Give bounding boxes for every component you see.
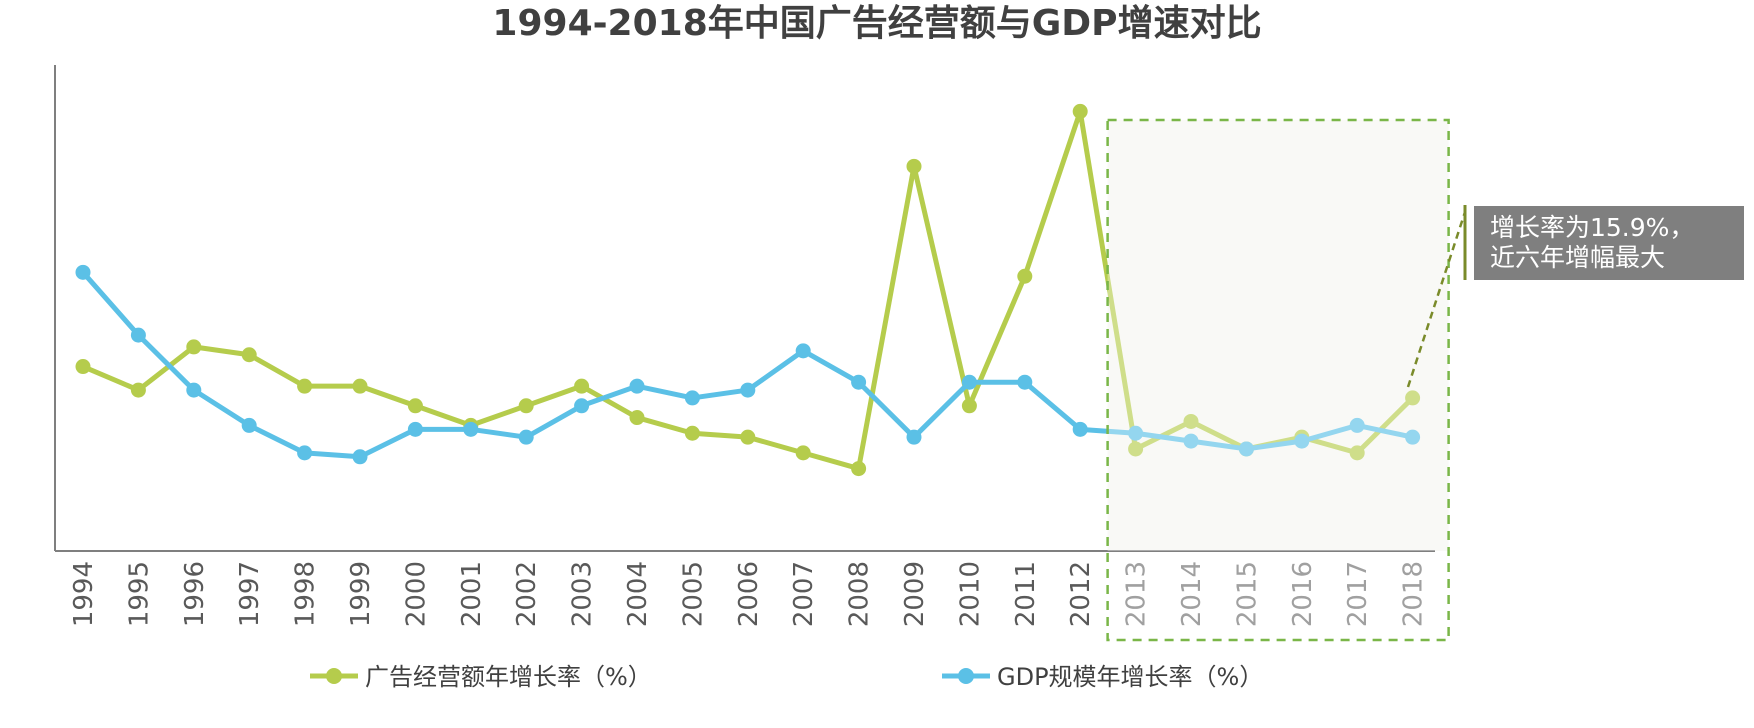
x-tick-label: 2017 [1343,561,1373,627]
x-tick-label: 2008 [845,561,875,627]
data-point [1405,390,1421,406]
data-point [684,425,700,441]
data-point [961,374,977,390]
data-point [1183,433,1199,449]
legend-swatch-marker [326,668,342,684]
data-point [1349,445,1365,461]
x-tick-label: 2015 [1232,561,1262,627]
data-point [518,429,534,445]
data-point [851,461,867,477]
x-tick-label: 2007 [789,561,819,627]
x-tick-label: 2002 [512,561,542,627]
x-tick-label: 1998 [291,561,321,627]
x-tick-label: 2012 [1066,561,1096,627]
data-point [1349,417,1365,433]
data-point [1072,103,1088,119]
x-tick-label: 1996 [180,561,210,627]
highlight-fade [1107,120,1449,551]
annotation-text: 增长率为15.9%， [1490,213,1694,242]
legend-label: GDP规模年增长率（%） [997,663,1263,691]
annotation-leader [1406,211,1467,388]
data-point [906,429,922,445]
legend: 广告经营额年增长率（%） GDP规模年增长率（%） [310,663,1263,691]
data-point [740,382,756,398]
data-point [906,158,922,174]
highlight-region [1107,120,1449,551]
x-tick-label: 2003 [568,561,598,627]
data-point [1017,374,1033,390]
data-point [1294,433,1310,449]
annotation-text: 近六年增幅最大 [1490,243,1665,272]
data-point [629,378,645,394]
data-point [961,398,977,414]
data-point [1183,413,1199,429]
x-tick-label: 2006 [734,561,764,627]
legend-label: 广告经营额年增长率（%） [365,663,652,691]
data-point [186,339,202,355]
x-tick-label: 1994 [69,561,99,627]
x-tick-label: 1999 [346,561,376,627]
data-point [684,390,700,406]
x-tick-label: 2010 [955,561,985,627]
data-point [297,445,313,461]
x-tick-label: 1997 [235,561,265,627]
data-point [352,378,368,394]
data-point [186,382,202,398]
x-tick-label: 2013 [1122,561,1152,627]
data-point [574,398,590,414]
legend-swatch-marker [958,668,974,684]
data-point [352,449,368,465]
data-point [1128,441,1144,457]
data-point [407,398,423,414]
x-tick-label: 2000 [401,561,431,627]
data-point [463,421,479,437]
data-point [795,343,811,359]
data-point [1405,429,1421,445]
data-point [407,421,423,437]
axes [54,65,1435,552]
data-point [740,429,756,445]
x-tick-label: 2004 [623,561,653,627]
x-tick-label: 2014 [1177,561,1207,627]
data-point [795,445,811,461]
data-point [130,327,146,343]
x-tick-label: 1995 [124,561,154,627]
data-point [130,382,146,398]
annotation: 增长率为15.9%，近六年增幅最大 [1406,205,1744,388]
series-lines [75,103,1421,477]
data-point [75,264,91,280]
highlight-border [1106,118,1450,642]
data-point [574,378,590,394]
data-point [1128,425,1144,441]
data-point [1072,421,1088,437]
x-tick-label: 2011 [1011,561,1041,627]
x-tick-label: 2016 [1288,561,1318,627]
annotation-box [1474,206,1744,280]
highlight-fill [1107,120,1449,551]
data-point [241,417,257,433]
fade-overlay [1106,118,1450,642]
x-tick-labels: 1994 1995 1996 1997 1998 1999 2000 2001 2002 2003… [69,561,1429,627]
data-point [851,374,867,390]
x-tick-label: 2005 [678,561,708,627]
data-point [241,347,257,363]
data-point [75,359,91,375]
x-tick-label: 2009 [900,561,930,627]
data-point [518,398,534,414]
data-point [629,410,645,426]
data-point [1017,268,1033,284]
data-point [1238,441,1254,457]
x-tick-label: 2018 [1399,561,1429,627]
x-tick-label: 2001 [457,561,487,627]
data-point [297,378,313,394]
chart-title: 1994-2018年中国广告经营额与GDP增速对比 [492,3,1261,44]
